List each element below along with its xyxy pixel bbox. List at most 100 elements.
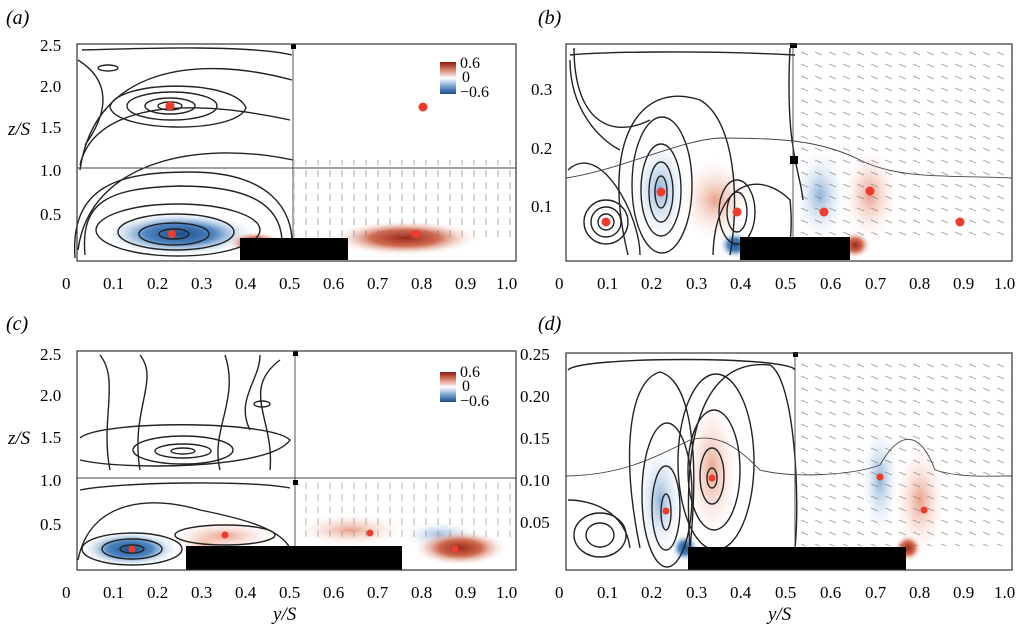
- x-tick: 0: [62, 583, 71, 602]
- y-tick: 0.25: [520, 345, 550, 364]
- y-tick: 0.05: [520, 513, 550, 532]
- x-tick: 0.1: [597, 274, 618, 293]
- streamlines: [74, 47, 294, 259]
- probe-marker: [293, 351, 298, 356]
- probe-marker: [291, 44, 296, 49]
- x-tick: 0.3: [686, 274, 707, 293]
- x-tick: 0.6: [323, 583, 344, 602]
- x-tick: 0.6: [323, 274, 344, 293]
- velocity-vectors: [797, 48, 1012, 238]
- x-tick: 0.2: [641, 274, 662, 293]
- vortex-centre-marker: [708, 474, 716, 482]
- y-tick: 0.2: [531, 139, 552, 158]
- vortex-centre-marker: [366, 529, 374, 537]
- vortex-centre-marker: [876, 473, 884, 481]
- x-axis-label: y/S: [766, 604, 792, 625]
- x-tick: 1.0: [496, 583, 517, 602]
- y-tick: 0.15: [520, 429, 550, 448]
- x-tick: 0.2: [641, 583, 662, 602]
- x-tick: 0.4: [730, 583, 752, 602]
- x-tick: 0.1: [103, 583, 124, 602]
- x-tick: 0: [62, 274, 71, 293]
- probe-marker: [293, 480, 298, 485]
- velocity-vectors: [296, 480, 514, 540]
- y-axis-label: z/S: [7, 428, 31, 449]
- x-tick: 0.3: [686, 583, 707, 602]
- panel-c: (c): [6, 313, 517, 625]
- panel-label-a: (a): [6, 7, 30, 29]
- y-tick: 0.10: [520, 471, 550, 490]
- x-tick: 0.1: [103, 274, 124, 293]
- x-tick: 0.5: [775, 583, 796, 602]
- panel-b: (b): [531, 7, 1015, 293]
- free-surface-line: [565, 437, 1013, 477]
- x-tick: 0.5: [279, 274, 300, 293]
- x-tick-labels: 0 0.1 0.2 0.3 0.4 0.5 0.6 0.7 0.8 0.9 1.…: [62, 274, 517, 293]
- probe-marker: [793, 352, 798, 357]
- x-tick: 0.8: [411, 583, 432, 602]
- x-tick: 0.3: [191, 583, 212, 602]
- y-tick: 1.5: [40, 428, 61, 447]
- x-tick: 0.5: [279, 583, 300, 602]
- x-tick: 1.0: [994, 583, 1015, 602]
- colorbar: [440, 62, 456, 94]
- x-tick: 0.3: [191, 274, 212, 293]
- streamlines: [567, 47, 804, 256]
- y-tick: 2.5: [40, 345, 61, 364]
- panel-label-c: (c): [6, 313, 29, 335]
- y-axis-label: z/S: [7, 119, 31, 140]
- roughness-block: [186, 546, 402, 570]
- y-tick: 2.0: [40, 77, 61, 96]
- vortex-centre-marker: [955, 217, 965, 227]
- roughness-block: [240, 238, 348, 260]
- x-tick: 0.7: [367, 274, 389, 293]
- y-tick: 1.0: [40, 471, 61, 490]
- y-tick: 0.20: [520, 387, 550, 406]
- y-tick: 1.0: [40, 161, 61, 180]
- x-axis-label: y/S: [271, 604, 297, 625]
- x-tick: 0.9: [455, 583, 476, 602]
- x-tick: 0.2: [147, 274, 168, 293]
- vortex-centre-marker: [418, 102, 428, 112]
- y-tick: 1.5: [40, 118, 61, 137]
- streamlines: [77, 354, 291, 566]
- y-tick: 2.0: [40, 386, 61, 405]
- vortex-centre-marker: [865, 186, 875, 196]
- axes-frame: [565, 352, 1013, 571]
- vortex-centre-marker: [128, 545, 136, 553]
- vortex-centre-marker: [165, 101, 175, 111]
- vortex-centre-marker: [221, 531, 229, 539]
- free-surface-line: [565, 137, 1013, 179]
- vortex-centre-marker: [168, 230, 176, 238]
- x-tick: 0.7: [865, 274, 887, 293]
- y-tick: 0.5: [40, 205, 61, 224]
- x-tick: 0.6: [820, 583, 841, 602]
- x-tick: 0.7: [367, 583, 389, 602]
- axes-frame: [76, 350, 517, 571]
- x-tick: 0.4: [730, 274, 752, 293]
- panel-label-d: (d): [538, 313, 562, 335]
- probe-marker: [790, 156, 798, 164]
- colorbar-min: −0.6: [460, 84, 489, 101]
- y-tick: 0.5: [40, 515, 61, 534]
- x-tick: 0.8: [909, 274, 930, 293]
- x-tick: 0.5: [775, 274, 796, 293]
- panel-label-b: (b): [538, 7, 562, 29]
- x-tick: 0.2: [147, 583, 168, 602]
- colorbar-mid: 0: [462, 378, 470, 395]
- y-tick: 0.3: [531, 80, 552, 99]
- vortex-centre-marker: [656, 187, 666, 197]
- velocity-vectors: [294, 160, 514, 238]
- vortex-centre-marker: [920, 506, 928, 514]
- x-tick-labels: 0 0.1 0.2 0.3 0.4 0.5 0.6 0.7 0.8 0.9 1.…: [555, 274, 1015, 293]
- vortex-centre-marker: [819, 207, 829, 217]
- axes-frame: [76, 43, 517, 262]
- vortex-centre-marker: [601, 217, 611, 227]
- x-tick: 0: [555, 583, 564, 602]
- vortex-centre-marker: [732, 207, 742, 217]
- x-tick: 0.6: [820, 274, 841, 293]
- velocity-vectors: [798, 358, 1012, 546]
- roughness-block: [688, 547, 906, 570]
- colorbar-max: 0.6: [460, 364, 480, 381]
